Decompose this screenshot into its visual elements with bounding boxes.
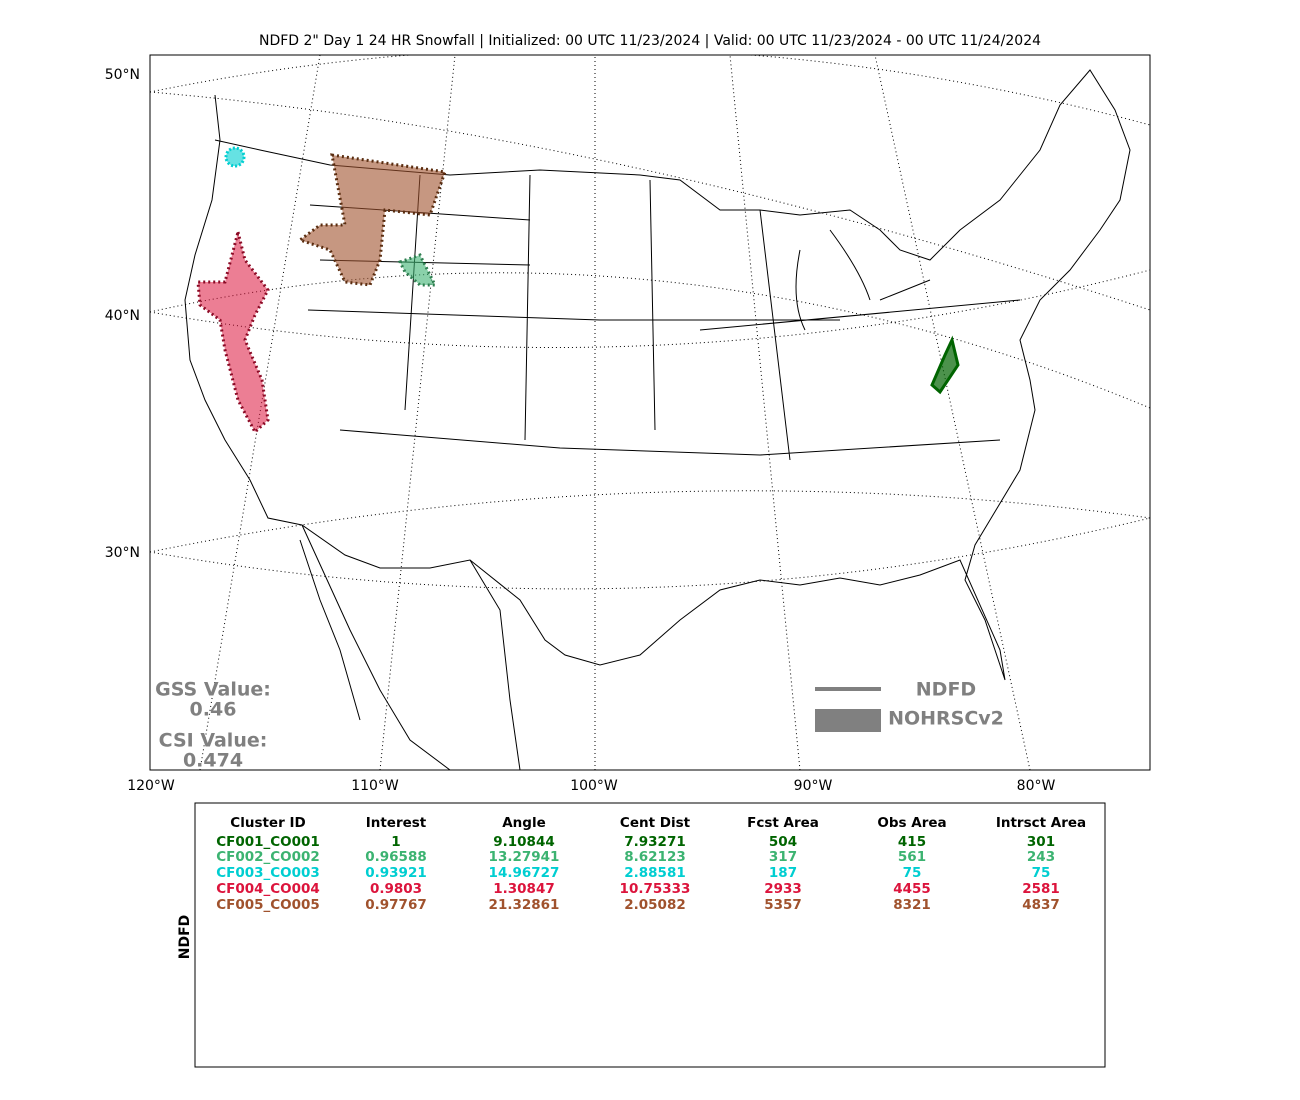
- lat-label: 50°N: [105, 67, 140, 83]
- table-cell: 14.96727: [489, 865, 560, 881]
- snow-clusters: [196, 146, 960, 435]
- table-cell: 13.27941: [489, 849, 560, 865]
- table-cell: 1.30847: [493, 881, 555, 897]
- table-cell: 0.97767: [365, 897, 427, 913]
- legend-forecast: NDFD: [916, 679, 976, 701]
- table-cell: 2933: [764, 881, 802, 897]
- table-cell: 243: [1027, 849, 1055, 865]
- csi-label: CSI Value:: [159, 730, 268, 752]
- table-cell: 301: [1027, 834, 1055, 850]
- table-side-label: NDFD: [177, 915, 193, 960]
- table-cell: CF001_CO001: [216, 834, 320, 850]
- table-cell: 10.75333: [620, 881, 691, 897]
- table-cell: 2.05082: [624, 897, 686, 913]
- gss-value: 0.46: [190, 699, 237, 721]
- table-header: Intrsct Area: [996, 815, 1086, 831]
- cluster-cyan: [224, 146, 246, 168]
- table-cell: CF005_CO005: [216, 897, 320, 913]
- lat-label: 40°N: [105, 308, 140, 324]
- cluster-darkgreen: [930, 335, 960, 395]
- table-cell: 504: [769, 834, 797, 850]
- table-cell: 415: [898, 834, 926, 850]
- lon-label: 90°W: [794, 778, 833, 794]
- table-cell: CF004_CO004: [216, 881, 320, 897]
- table-cell: 2581: [1022, 881, 1060, 897]
- table-cell: 9.10844: [493, 834, 555, 850]
- lon-label: 120°W: [127, 778, 175, 794]
- table-cell: 8.62123: [624, 849, 686, 865]
- table-cell: 0.96588: [365, 849, 427, 865]
- table-cell: 0.9803: [370, 881, 422, 897]
- table-cell: 75: [903, 865, 922, 881]
- gss-label: GSS Value:: [155, 679, 271, 701]
- table-cell: 75: [1032, 865, 1051, 881]
- table-cell: 7.93271: [624, 834, 686, 850]
- map: GSS Value: 0.46 CSI Value: 0.474 NDFD NO…: [149, 54, 1151, 772]
- table-cell: 561: [898, 849, 926, 865]
- table-cell: 2.88581: [624, 865, 686, 881]
- table-header: Cent Dist: [620, 815, 691, 831]
- table-cell: 5357: [764, 897, 802, 913]
- table-cell: 0.93921: [365, 865, 427, 881]
- table-header: Angle: [502, 815, 546, 831]
- lon-label: 110°W: [351, 778, 399, 794]
- legend-observed: NOHRSCv2: [888, 708, 1004, 730]
- table-cell: 317: [769, 849, 797, 865]
- cluster-green: [397, 253, 438, 287]
- table-cell: CF003_CO003: [216, 865, 320, 881]
- lon-label: 80°W: [1017, 778, 1056, 794]
- table-header: Fcst Area: [747, 815, 819, 831]
- cluster-brown: [296, 153, 448, 287]
- table-frame: [194, 802, 1106, 1068]
- lat-label: 30°N: [105, 545, 140, 561]
- table-cell: 4837: [1022, 897, 1060, 913]
- table-cell: 1: [391, 834, 400, 850]
- lon-label: 100°W: [570, 778, 618, 794]
- cluster-red: [196, 231, 270, 435]
- table-cell: 187: [769, 865, 797, 881]
- table-cell: CF002_CO002: [216, 849, 320, 865]
- map-frame: [149, 54, 1151, 771]
- table-header: Cluster ID: [230, 815, 305, 831]
- table-cell: 21.32861: [489, 897, 560, 913]
- table-cell: 4455: [893, 881, 931, 897]
- csi-value: 0.474: [183, 750, 243, 772]
- table-cell: 8321: [893, 897, 931, 913]
- table-header: Obs Area: [877, 815, 946, 831]
- title: NDFD 2" Day 1 24 HR Snowfall | Initializ…: [259, 33, 1041, 49]
- table-header: Interest: [366, 815, 427, 831]
- legend-swatch: [815, 709, 881, 732]
